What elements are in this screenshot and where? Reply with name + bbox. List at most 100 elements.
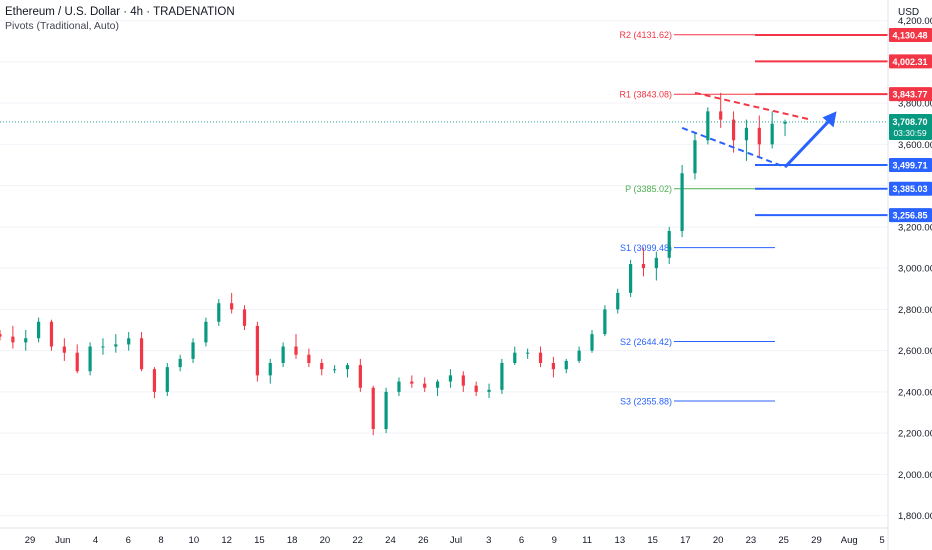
candle-body <box>500 363 504 390</box>
resistance-price-tag: 4,130.48 <box>892 30 927 40</box>
x-tick-label: Jun <box>55 535 70 546</box>
x-tick-label: 26 <box>418 535 429 546</box>
candle-body <box>731 119 736 141</box>
x-tick-label: Aug <box>841 535 858 546</box>
candle-body <box>641 264 646 269</box>
x-tick-label: 12 <box>221 535 232 546</box>
x-tick-label: 25 <box>778 535 789 546</box>
candle-body <box>127 338 131 345</box>
x-tick-label: 15 <box>647 535 658 546</box>
candle-body <box>204 321 208 343</box>
candle-body <box>410 381 414 384</box>
candle-body <box>37 321 41 339</box>
pivot-label-R1: R1 (3843.08) <box>619 90 672 100</box>
support-price-tag: 3,385.03 <box>892 184 927 194</box>
y-tick-label: 1,800.00 <box>898 511 932 522</box>
x-tick-label: 10 <box>189 535 200 546</box>
candle-body <box>629 264 633 293</box>
candle-body <box>423 383 427 388</box>
candle-body <box>191 342 195 359</box>
candle-body <box>371 387 375 429</box>
pivot-label-S2: S2 (2644.42) <box>620 337 672 347</box>
candle-body <box>603 309 607 335</box>
candle-body <box>11 336 15 343</box>
candle-body <box>770 123 774 145</box>
candle-body <box>178 358 182 368</box>
candle-body <box>152 369 157 392</box>
resistance-price-tag: 4,002.31 <box>892 57 927 67</box>
candle-body <box>281 346 285 363</box>
x-tick-label: 6 <box>126 535 131 546</box>
support-price-tag-bg <box>889 181 932 196</box>
grid <box>0 20 888 517</box>
candle-body <box>24 338 28 343</box>
x-tick-label: 3 <box>486 535 491 546</box>
candle-body <box>139 338 144 370</box>
candle-body <box>693 140 697 174</box>
candle-body <box>667 231 671 258</box>
candle-body <box>706 111 710 141</box>
candle-body <box>101 346 105 348</box>
y-tick-label: 2,200.00 <box>898 429 932 440</box>
candle-body <box>590 334 594 351</box>
x-tick-label: 20 <box>713 535 724 546</box>
time-axis[interactable]: 29 Jun 4 6 8 10 12 15 18 20 22 24 26 Jul 3 6 9 11 13 15 17 20… <box>0 527 888 546</box>
indicator-label[interactable]: Pivots (Traditional, Auto) <box>5 20 119 32</box>
price-axis[interactable]: 4,200.004,000.003,800.003,600.003,400.00… <box>887 0 932 550</box>
candle-body <box>487 389 491 392</box>
y-tick-label: 3,600.00 <box>898 140 932 151</box>
x-tick-label: 15 <box>254 535 265 546</box>
candle-body <box>62 346 66 353</box>
projection-arrow-shaft <box>783 118 832 169</box>
candle-body <box>217 303 221 322</box>
chart-title: Ethereum / U.S. Dollar · 4h · TRADENATIO… <box>5 6 235 18</box>
candle-body <box>757 127 761 145</box>
candle-body <box>461 375 465 386</box>
candle-body <box>88 346 92 372</box>
candle-body <box>435 381 440 388</box>
x-tick-label: 23 <box>746 535 757 546</box>
resistance-price-tag-bg <box>889 27 932 42</box>
annotations <box>0 33 888 217</box>
pivot-label-S1: S1 (3099.48) <box>620 243 672 253</box>
candle-body <box>448 375 453 382</box>
candle-body <box>49 321 54 347</box>
support-price-tag: 3,499.71 <box>892 161 927 171</box>
x-tick-label: 9 <box>552 535 557 546</box>
support-price-tag-bg <box>889 158 932 173</box>
candle-body <box>75 352 79 372</box>
pivot-label-S3: S3 (2355.88) <box>620 396 672 406</box>
x-tick-label: 22 <box>352 535 363 546</box>
candle-body <box>255 325 259 376</box>
candle-body <box>0 334 2 337</box>
candle-body <box>680 173 684 231</box>
candle-body <box>513 352 517 363</box>
channel-support <box>681 126 786 168</box>
x-tick-label: 29 <box>25 535 36 546</box>
x-tick-label: Jul <box>450 535 462 546</box>
candle-body <box>307 354 311 363</box>
candle-body <box>654 257 658 269</box>
projection-arrow-head <box>822 111 837 128</box>
last-price-tag-bg <box>889 113 932 140</box>
candle-body <box>744 127 749 141</box>
y-tick-label: 4,200.00 <box>898 16 932 27</box>
y-tick-label: 3,200.00 <box>898 222 932 233</box>
x-tick-label: 20 <box>320 535 331 546</box>
y-tick-label: 2,600.00 <box>898 346 932 357</box>
x-tick-label: 29 <box>811 535 822 546</box>
candles <box>0 92 787 436</box>
y-tick-label: 3,000.00 <box>898 264 932 275</box>
x-tick-label: 5 <box>879 535 884 546</box>
candle-body <box>230 303 234 310</box>
candle-body <box>268 363 272 376</box>
candle-body <box>294 346 298 355</box>
pivot-label-P: P (3385.02) <box>625 184 672 194</box>
candle-body <box>538 352 543 363</box>
channel-resistance <box>694 91 812 121</box>
resistance-price-tag: 3,843.77 <box>892 90 927 100</box>
currency-label: USD <box>898 7 920 18</box>
candle-body <box>384 391 388 429</box>
